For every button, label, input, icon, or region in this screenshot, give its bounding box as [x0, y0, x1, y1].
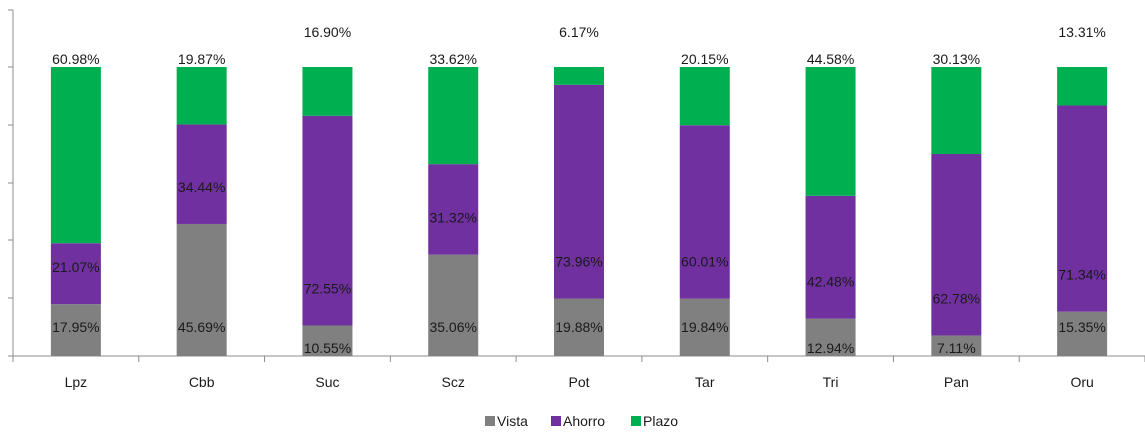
data-label-oru-ahorro: 71.34% [1058, 267, 1105, 283]
bar-scz-plazo [428, 67, 479, 165]
bar-pan-vista [931, 335, 982, 356]
data-label-scz-plazo: 33.62% [429, 51, 476, 67]
data-label-tri-ahorro: 42.48% [807, 274, 854, 290]
bar-suc-ahorro [302, 115, 353, 326]
data-label-oru-plazo: 13.31% [1058, 24, 1105, 40]
data-label-tar-ahorro: 60.01% [681, 254, 728, 270]
x-tick-label-lpz: Lpz [65, 374, 88, 390]
bar-pan-plazo [931, 67, 982, 155]
data-label-lpz-vista: 17.95% [52, 319, 99, 335]
data-label-scz-ahorro: 31.32% [429, 210, 476, 226]
data-labels: 17.95% 21.07% 60.98% 45.69% 34.44% 19.87% 10.5… [52, 24, 1106, 356]
bar-tar-ahorro [679, 125, 730, 299]
x-tick-label-tri: Tri [823, 374, 839, 390]
bar-lpz-ahorro [50, 243, 101, 305]
bar-pot-plazo [554, 67, 604, 85]
bar-scz-vista [428, 254, 479, 356]
bar-pot-ahorro [554, 84, 604, 299]
bar-tar-vista [679, 298, 730, 356]
bars [50, 67, 1108, 356]
legend-label-plazo: Plazo [643, 413, 678, 429]
x-tick-label-suc: Suc [315, 374, 339, 390]
bar-oru-ahorro [1057, 105, 1108, 312]
x-tick-label-tar: Tar [695, 374, 715, 390]
bar-tar-plazo [679, 67, 730, 126]
data-label-tar-plazo: 20.15% [681, 51, 728, 67]
data-label-tri-vista: 12.94% [807, 340, 854, 356]
bar-scz-ahorro [428, 164, 479, 255]
data-label-pan-ahorro: 62.78% [933, 290, 980, 306]
bar-pan-ahorro [931, 154, 982, 336]
data-label-suc-ahorro: 72.55% [304, 281, 351, 297]
data-label-cbb-ahorro: 34.44% [178, 179, 225, 195]
bar-tri-plazo [805, 67, 856, 196]
legend-label-vista: Vista [497, 413, 528, 429]
bar-cbb-plazo [176, 67, 227, 125]
data-label-suc-plazo: 16.90% [304, 24, 351, 40]
category-labels: Lpz Cbb Suc Scz Pot Tar Tri Pan Oru [65, 374, 1094, 390]
data-label-scz-vista: 35.06% [429, 319, 476, 335]
data-label-pan-vista: 7.11% [937, 340, 976, 356]
legend: Vista Ahorro Plazo [485, 413, 678, 429]
legend-swatch-vista [485, 416, 495, 426]
x-tick-label-pot: Pot [568, 374, 589, 390]
data-label-pot-ahorro: 73.96% [555, 254, 602, 270]
data-label-cbb-vista: 45.69% [178, 319, 225, 335]
data-label-cbb-plazo: 19.87% [178, 51, 225, 67]
x-tick-label-cbb: Cbb [189, 374, 215, 390]
legend-label-ahorro: Ahorro [563, 413, 605, 429]
bar-tri-ahorro [805, 195, 856, 319]
data-label-tar-vista: 19.84% [681, 319, 728, 335]
bar-oru-vista [1057, 311, 1108, 356]
data-label-oru-vista: 15.35% [1058, 319, 1105, 335]
bar-cbb-vista [176, 223, 227, 356]
x-tick-label-scz: Scz [442, 374, 465, 390]
x-tick-label-pan: Pan [944, 374, 969, 390]
bar-cbb-ahorro [176, 124, 227, 224]
data-label-tri-plazo: 44.58% [807, 51, 854, 67]
data-label-pan-plazo: 30.13% [933, 51, 980, 67]
legend-swatch-plazo [631, 416, 641, 426]
bar-pot-vista [554, 298, 604, 356]
bar-tri-vista [805, 318, 856, 356]
bar-lpz-plazo [50, 67, 101, 244]
legend-swatch-ahorro [551, 416, 561, 426]
bar-suc-plazo [302, 67, 353, 116]
data-label-lpz-plazo: 60.98% [52, 51, 99, 67]
bar-lpz-vista [50, 304, 101, 356]
data-label-lpz-ahorro: 21.07% [52, 259, 99, 275]
bar-oru-plazo [1057, 67, 1108, 106]
bar-suc-vista [302, 325, 353, 356]
x-tick-label-oru: Oru [1070, 374, 1093, 390]
data-label-pot-vista: 19.88% [555, 319, 602, 335]
data-label-pot-plazo: 6.17% [559, 24, 599, 40]
data-label-suc-vista: 10.55% [304, 340, 351, 356]
